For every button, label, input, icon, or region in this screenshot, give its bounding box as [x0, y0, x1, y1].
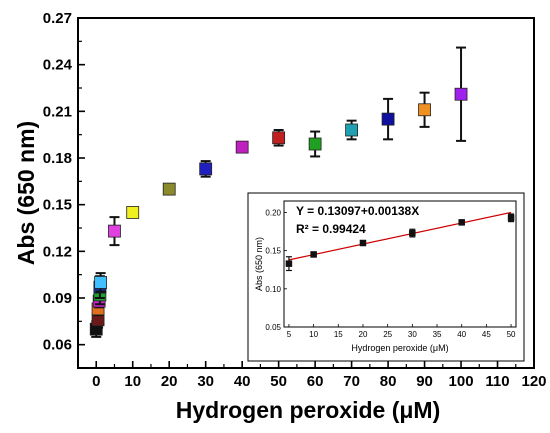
x-tick-label: 90: [416, 373, 433, 390]
inset-x-tick-label: 15: [334, 330, 343, 339]
y-tick-label: 0.27: [43, 10, 72, 27]
y-tick-label: 0.18: [43, 150, 72, 167]
inset-x-tick-label: 50: [507, 330, 516, 339]
inset-y-axis-title: Abs (650 nm): [254, 237, 264, 291]
data-point: [235, 140, 249, 154]
plot-frame: [77, 17, 535, 369]
y-tick-label: 0.06: [43, 337, 72, 354]
inset-y-tick-label: 0.15: [265, 247, 281, 256]
inset-x-tick-label: 30: [408, 330, 417, 339]
data-point: [454, 87, 468, 101]
inset-x-tick-label: 25: [383, 330, 392, 339]
fit-r-squared: R² = 0.99424: [296, 222, 366, 236]
data-point: [308, 137, 322, 151]
inset-y-tick-label: 0.10: [265, 285, 281, 294]
data-point: [345, 123, 359, 137]
y-axis-title: Abs (650 nm): [13, 121, 39, 265]
y-tick-label: 0.21: [43, 103, 72, 120]
data-point: [94, 276, 108, 289]
y-tick-label: 0.24: [43, 57, 73, 74]
inset-plot: 5 10 15 20 25 30 35 40 45 50 0.05 0.10 0.15 0.20 Hydro…: [247, 192, 525, 362]
y-tick-label: 0.12: [43, 243, 72, 260]
fit-equation: Y = 0.13097+0.00138X: [296, 204, 419, 218]
x-tick-label: 50: [270, 373, 287, 390]
x-tick-label: 70: [343, 373, 360, 390]
data-point: [272, 131, 286, 145]
inset-data-point: [285, 260, 293, 267]
y-tick-label: 0.15: [43, 197, 72, 214]
data-point: [418, 103, 431, 117]
x-tick-label: 20: [161, 373, 178, 390]
x-tick-label: 120: [521, 373, 546, 390]
fit-line: [288, 211, 512, 261]
inset-box: [247, 192, 525, 362]
x-tick-label: 10: [124, 373, 141, 390]
inset-x-tick-label: 5: [287, 330, 292, 339]
x-tick-label: 30: [197, 373, 214, 390]
x-tick-label: 100: [449, 373, 474, 390]
data-point: [108, 224, 121, 238]
inset-x-tick-label: 10: [309, 330, 318, 339]
inset-x-tick-label: 35: [433, 330, 442, 339]
main-plot: 0 10 20 30 40 50 60 70 80 90 100 110 120 0.06 0.09 0.12…: [13, 10, 547, 423]
inset-x-tick-label: 45: [482, 330, 491, 339]
inset-y-tick-label: 0.05: [265, 323, 281, 332]
inset-y-tick-label: 0.20: [265, 208, 281, 217]
x-tick-label: 110: [485, 373, 509, 390]
x-tick-label: 0: [92, 373, 100, 390]
data-point: [381, 112, 395, 126]
inset-data-point: [359, 239, 367, 247]
data-point: [199, 162, 213, 176]
x-tick-label: 60: [307, 373, 324, 390]
inset-x-tick-label: 20: [359, 330, 368, 339]
inset-x-axis-title: Hydrogen peroxide (μM): [351, 343, 448, 353]
inset-data-point: [458, 219, 465, 226]
inset-frame: [283, 200, 517, 328]
x-tick-label: 40: [234, 373, 251, 390]
inset-data-point: [310, 251, 317, 258]
x-axis-title: Hydrogen peroxide (μM): [176, 397, 441, 423]
inset-data-point: [409, 229, 416, 237]
inset-data-point: [507, 214, 515, 222]
x-tick-label: 80: [380, 373, 397, 390]
inset-x-tick-label: 40: [457, 330, 466, 339]
y-tick-label: 0.09: [43, 290, 72, 307]
data-point: [162, 182, 176, 196]
data-point: [126, 206, 140, 219]
